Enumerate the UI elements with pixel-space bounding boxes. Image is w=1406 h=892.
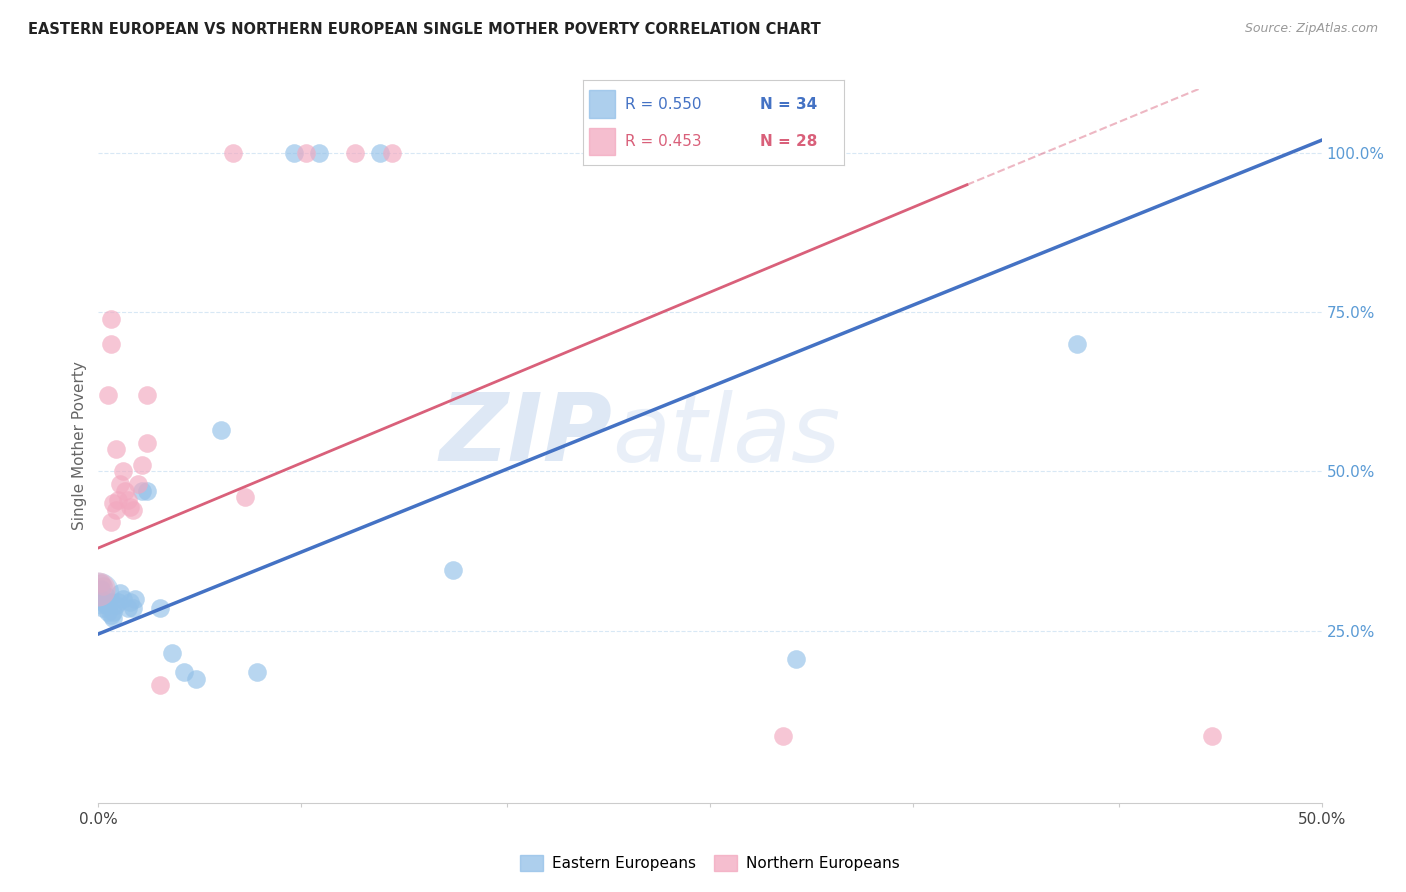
Point <box>120 500 142 514</box>
Point <box>100 516 122 530</box>
Point <box>1066 337 1088 351</box>
Point <box>87 585 110 599</box>
Point <box>136 388 159 402</box>
Text: R = 0.550: R = 0.550 <box>626 96 702 112</box>
Text: R = 0.453: R = 0.453 <box>626 134 702 149</box>
Point <box>101 611 124 625</box>
Bar <box>589 128 614 155</box>
Text: ZIP: ZIP <box>439 389 612 482</box>
Point <box>114 483 136 498</box>
Point <box>441 563 464 577</box>
Point <box>149 678 172 692</box>
Point <box>121 502 143 516</box>
Point <box>91 601 114 615</box>
Point <box>104 502 127 516</box>
Point <box>104 599 127 613</box>
Point <box>136 435 159 450</box>
Point <box>127 477 149 491</box>
Bar <box>589 90 614 118</box>
Point <box>94 589 117 603</box>
Point <box>87 582 110 597</box>
Point <box>149 601 172 615</box>
Point <box>91 579 114 593</box>
Point <box>1201 729 1223 743</box>
Point <box>173 665 195 680</box>
Point <box>91 595 114 609</box>
Point <box>283 145 305 160</box>
Text: EASTERN EUROPEAN VS NORTHERN EUROPEAN SINGLE MOTHER POVERTY CORRELATION CHART: EASTERN EUROPEAN VS NORTHERN EUROPEAN SI… <box>28 22 821 37</box>
Point <box>101 605 124 619</box>
Point <box>222 145 245 160</box>
Legend: Eastern Europeans, Northern Europeans: Eastern Europeans, Northern Europeans <box>513 849 907 877</box>
Point <box>100 337 122 351</box>
Point <box>107 595 129 609</box>
Point <box>90 576 112 591</box>
Point <box>90 582 112 597</box>
Point <box>121 601 143 615</box>
Point <box>101 496 124 510</box>
Point <box>368 145 391 160</box>
Point <box>97 605 120 619</box>
Point <box>160 646 183 660</box>
Point <box>111 465 134 479</box>
Point <box>110 585 132 599</box>
Point <box>246 665 269 680</box>
Point <box>90 591 112 606</box>
Point <box>136 483 159 498</box>
Point <box>120 595 142 609</box>
Point <box>104 442 127 457</box>
Point <box>233 490 256 504</box>
Point <box>111 591 134 606</box>
Point <box>107 493 129 508</box>
Point <box>131 483 153 498</box>
Point <box>97 388 120 402</box>
Point <box>124 591 146 606</box>
Text: Source: ZipAtlas.com: Source: ZipAtlas.com <box>1244 22 1378 36</box>
Point <box>97 595 120 609</box>
Point <box>117 493 139 508</box>
Point <box>344 145 367 160</box>
Point <box>110 477 132 491</box>
Point <box>100 311 122 326</box>
Point <box>381 145 404 160</box>
Point <box>186 672 208 686</box>
Point <box>772 729 794 743</box>
Point <box>117 601 139 615</box>
Text: N = 34: N = 34 <box>761 96 818 112</box>
Point <box>209 423 232 437</box>
Point <box>308 145 330 160</box>
Point <box>295 145 318 160</box>
Point <box>785 652 807 666</box>
Text: atlas: atlas <box>612 390 841 481</box>
Point <box>100 607 122 622</box>
Point <box>100 595 122 609</box>
Y-axis label: Single Mother Poverty: Single Mother Poverty <box>72 361 87 531</box>
Point <box>94 599 117 613</box>
Point <box>131 458 153 472</box>
Text: N = 28: N = 28 <box>761 134 818 149</box>
